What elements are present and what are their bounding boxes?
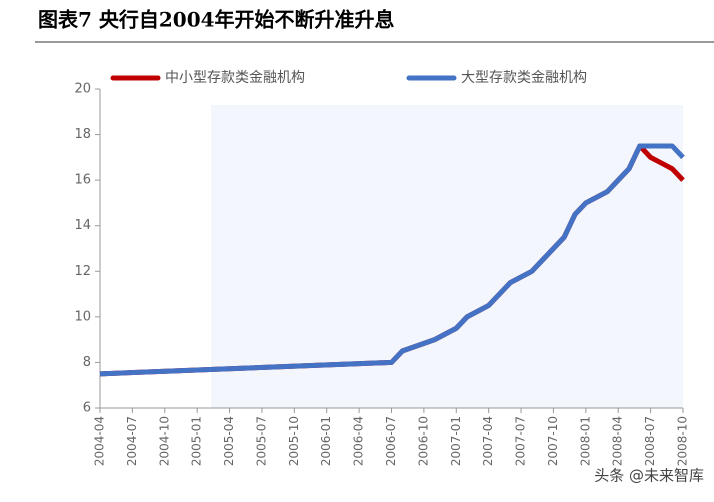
legend-label: 大型存款类金融机构 (461, 70, 587, 86)
x-tick-label: 2005-07 (254, 416, 268, 466)
x-tick-label: 2007-01 (449, 416, 463, 466)
x-tick-label: 2006-04 (352, 416, 366, 466)
x-tick-label: 2006-07 (384, 416, 398, 466)
x-tick-label: 2004-10 (157, 416, 171, 466)
shaded-region (211, 105, 683, 408)
legend-label: 中小型存款类金融机构 (165, 70, 305, 86)
x-tick-label: 2004-04 (93, 416, 107, 466)
chart-title: 图表7 央行自2004年开始不断升准升息 (38, 8, 395, 32)
x-tick-label: 2004-07 (125, 416, 139, 466)
x-tick-label: 2007-04 (481, 416, 495, 466)
y-tick-label: 8 (83, 355, 91, 370)
y-tick-label: 16 (74, 173, 91, 188)
x-tick-label: 2008-01 (578, 416, 592, 466)
y-tick-label: 6 (83, 401, 91, 416)
x-tick-label: 2007-10 (546, 416, 560, 466)
x-tick-label: 2008-07 (643, 416, 657, 466)
y-tick-label: 14 (74, 218, 91, 233)
x-tick-label: 2006-01 (319, 416, 333, 466)
x-tick-label: 2005-01 (190, 416, 204, 466)
series-line (99, 143, 685, 377)
y-tick-label: 12 (74, 264, 91, 279)
y-tick-label: 18 (74, 127, 91, 142)
x-tick-label: 2007-07 (514, 416, 528, 466)
x-tick-label: 2008-10 (676, 416, 690, 466)
y-tick-label: 10 (74, 309, 91, 324)
x-tick-label: 2008-04 (611, 416, 625, 466)
y-tick-label: 20 (74, 82, 91, 97)
x-tick-label: 2006-10 (416, 416, 430, 466)
x-tick-label: 2005-10 (287, 416, 301, 466)
x-tick-label: 2005-04 (222, 416, 236, 466)
watermark: 头条 @未来智库 (594, 467, 704, 485)
